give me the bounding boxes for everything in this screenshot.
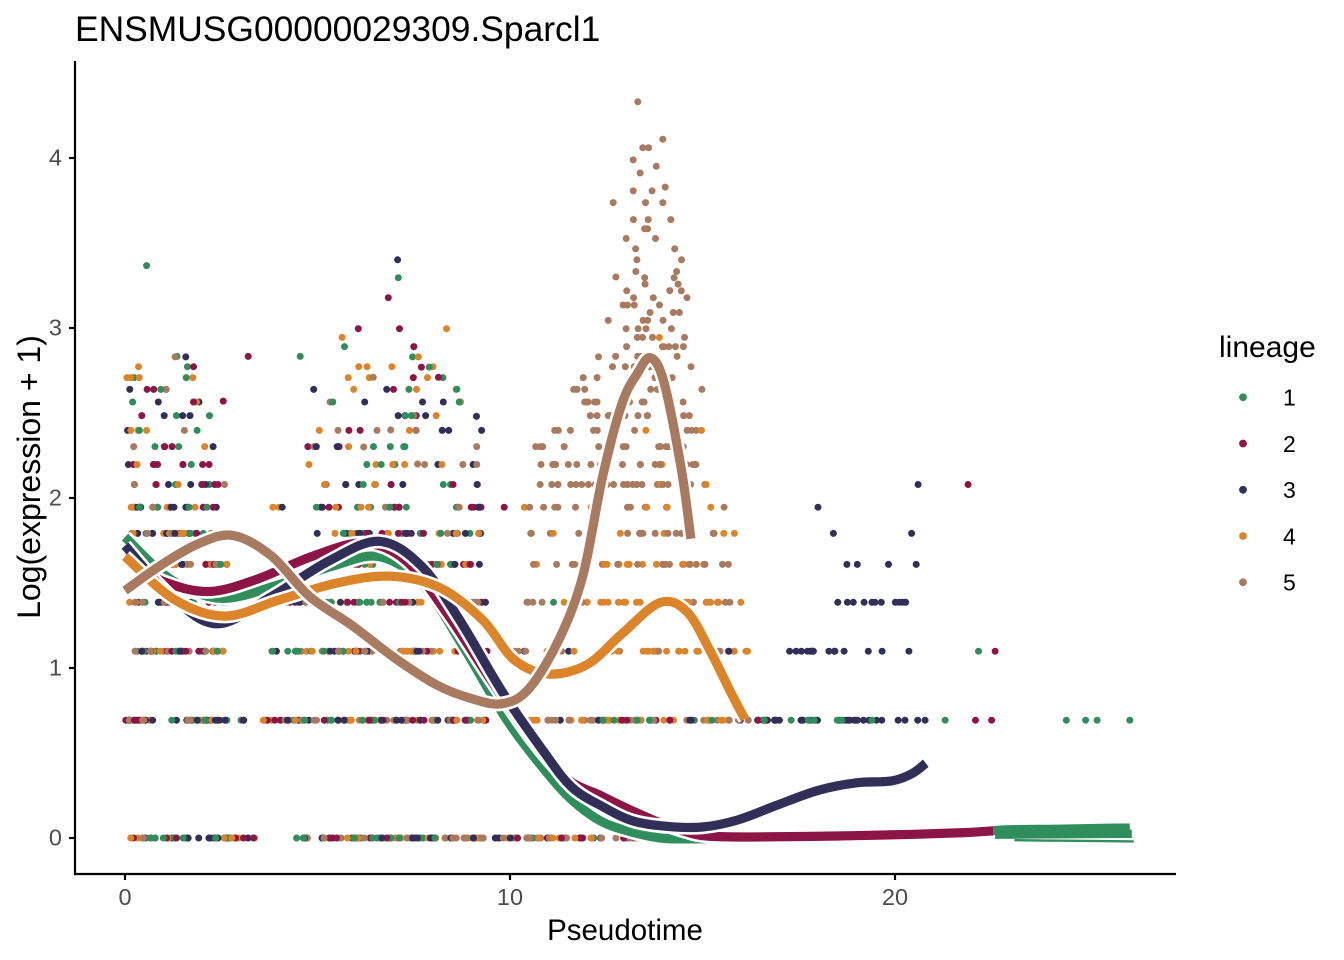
svg-text:1: 1: [49, 655, 62, 681]
svg-text:0: 0: [49, 825, 62, 851]
svg-text:2: 2: [49, 485, 62, 511]
svg-text:0: 0: [118, 884, 131, 910]
svg-text:1: 1: [1283, 385, 1296, 411]
svg-text:5: 5: [1283, 570, 1296, 596]
svg-text:Pseudotime: Pseudotime: [547, 914, 703, 947]
svg-text:ENSMUSG00000029309.Sparcl1: ENSMUSG00000029309.Sparcl1: [75, 9, 600, 49]
svg-text:2: 2: [1283, 431, 1296, 457]
svg-text:lineage: lineage: [1219, 331, 1316, 364]
svg-text:4: 4: [49, 145, 62, 171]
svg-text:20: 20: [882, 884, 908, 910]
svg-text:3: 3: [49, 315, 62, 341]
svg-text:4: 4: [1283, 523, 1296, 549]
svg-text:Log(expression + 1): Log(expression + 1): [11, 335, 47, 619]
svg-text:3: 3: [1283, 477, 1296, 503]
svg-text:10: 10: [497, 884, 523, 910]
